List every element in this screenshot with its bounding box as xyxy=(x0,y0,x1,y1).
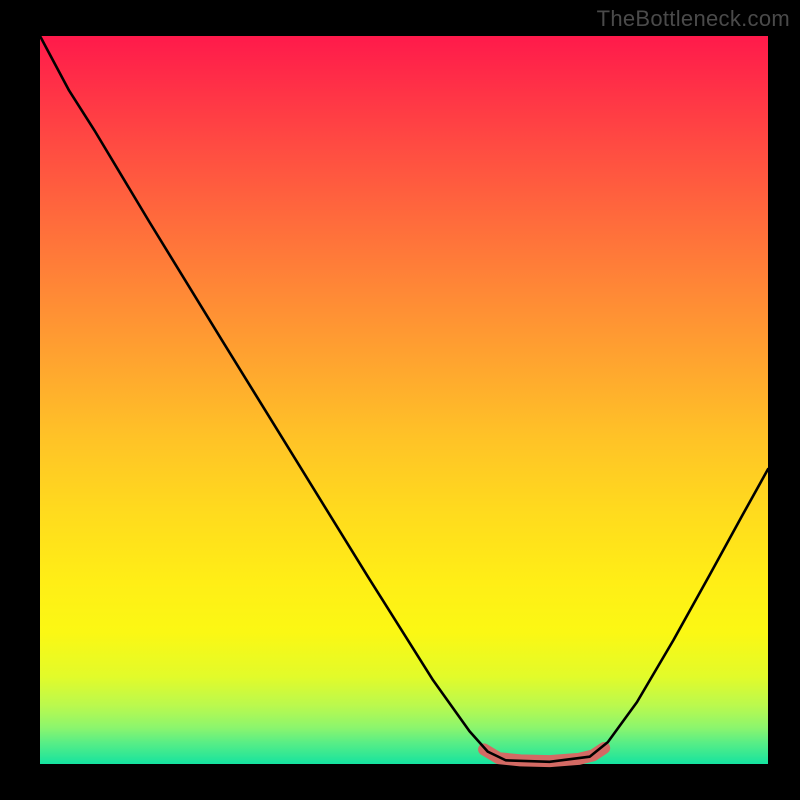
plot-background xyxy=(40,36,768,764)
bottleneck-chart xyxy=(0,0,800,800)
stage: TheBottleneck.com xyxy=(0,0,800,800)
watermark-text: TheBottleneck.com xyxy=(597,6,790,32)
